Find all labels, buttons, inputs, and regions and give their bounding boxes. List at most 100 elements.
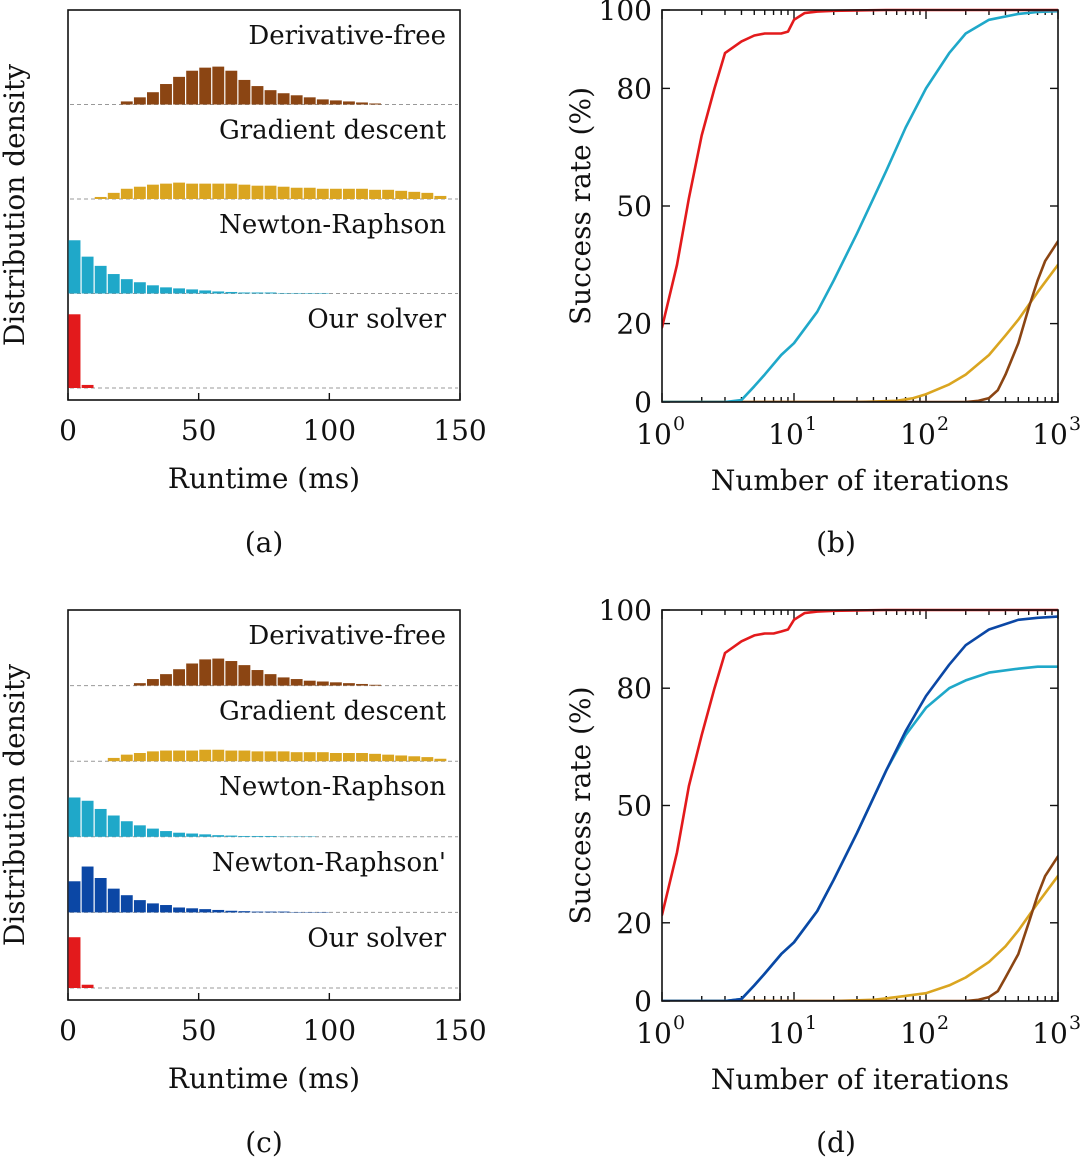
series-label: Newton-Raphson' <box>212 848 446 878</box>
histogram-bar <box>225 183 238 199</box>
histogram-bar <box>251 185 264 199</box>
panel-label: (d) <box>816 1126 856 1159</box>
x-tick-label: 10 <box>768 1017 804 1050</box>
plot-frame <box>67 9 461 401</box>
histogram-bar <box>434 758 447 762</box>
histogram-bar <box>120 101 133 105</box>
histogram-bar <box>264 835 277 837</box>
histogram-bar <box>160 84 172 105</box>
histogram-bar <box>160 183 172 199</box>
series-label: Gradient descent <box>219 116 447 146</box>
histogram-bar <box>199 834 212 837</box>
histogram-bar <box>94 808 107 837</box>
x-tick-label: 10 <box>1032 418 1068 451</box>
histogram-bar <box>251 670 264 686</box>
x-tick-exponent: 0 <box>673 413 685 435</box>
y-tick-label: 50 <box>616 790 652 823</box>
histogram-bar <box>343 683 355 686</box>
histogram-bar <box>107 274 120 294</box>
histogram-bar <box>356 188 368 199</box>
curve-gradient-descent <box>662 263 1058 402</box>
histogram-bar <box>173 907 185 913</box>
histogram-bar <box>186 663 199 686</box>
histogram-bar <box>94 878 107 913</box>
histogram-bar <box>303 187 316 199</box>
histogram-bar <box>316 752 329 762</box>
histogram-bar <box>264 911 277 913</box>
histogram-bar <box>81 984 94 988</box>
histogram-bar <box>120 279 133 294</box>
histogram-bar <box>94 265 107 294</box>
histogram-bar <box>68 240 81 294</box>
series-our-solver: Our solver <box>68 923 458 989</box>
histogram-bar <box>290 95 303 105</box>
histogram-bar <box>395 755 408 762</box>
histogram-bar <box>81 866 94 913</box>
histogram-bar <box>251 292 264 294</box>
histogram-bar <box>329 100 342 105</box>
histogram-bar <box>225 291 238 294</box>
histogram-bar <box>68 314 81 388</box>
histogram-bar <box>225 661 238 686</box>
histogram-bar <box>212 835 225 837</box>
x-tick-label: 0 <box>59 1014 77 1047</box>
x-tick-label: 10 <box>900 1017 936 1050</box>
histogram-bar <box>212 291 225 294</box>
y-tick-label: 20 <box>616 907 652 940</box>
histogram-bar <box>277 677 290 686</box>
histogram-bar <box>264 751 277 762</box>
x-axis-label: Number of iterations <box>711 1063 1009 1096</box>
histogram-bar <box>133 97 146 105</box>
histogram-bar <box>421 757 434 762</box>
histogram-bar <box>251 835 264 837</box>
histogram-bar <box>133 825 146 837</box>
histogram-bar <box>369 103 381 105</box>
series-label: Derivative-free <box>248 621 446 651</box>
histogram-bar <box>133 683 146 686</box>
plot-frame <box>67 609 461 1001</box>
histogram-bar <box>212 66 225 105</box>
histogram-bar <box>225 70 238 105</box>
histogram-bar <box>199 909 212 913</box>
histogram-bar <box>369 753 381 762</box>
x-axis-label: Number of iterations <box>711 464 1009 497</box>
histogram-bar <box>160 287 172 294</box>
histogram-bar <box>316 292 329 294</box>
histogram-bar <box>238 79 251 105</box>
histogram-bar <box>212 183 225 199</box>
x-axis-label: Runtime (ms) <box>168 462 360 495</box>
series-newton-raphson: Newton-Raphson <box>68 772 458 838</box>
histogram-bar <box>369 189 381 199</box>
histogram-bar <box>120 821 133 837</box>
histogram-bar <box>147 92 159 105</box>
curve-our-solver <box>662 608 1058 917</box>
histogram-bar <box>173 832 185 837</box>
histogram-bar <box>251 911 264 913</box>
panel-label: (b) <box>816 526 856 559</box>
curve-newton-raphson <box>662 9 1058 402</box>
x-tick-exponent: 1 <box>805 413 817 435</box>
y-tick-label: 0 <box>634 386 652 419</box>
histogram-bar <box>199 290 212 294</box>
histogram-bar <box>329 188 342 199</box>
histogram-bar <box>107 815 120 837</box>
histogram-bar <box>147 751 159 762</box>
x-tick-exponent: 2 <box>937 1012 949 1034</box>
histogram-bar <box>277 911 290 913</box>
x-axis-label: Runtime (ms) <box>168 1062 360 1095</box>
y-tick-label: 50 <box>616 190 652 223</box>
series-label: Newton-Raphson <box>219 210 446 240</box>
x-tick-label: 0 <box>59 414 77 447</box>
series-newton-raphson: Newton-Raphson <box>68 210 458 294</box>
histogram-bar <box>316 99 329 105</box>
x-tick-exponent: 1 <box>805 1012 817 1034</box>
series-gradient-descent: Gradient descent <box>70 116 458 200</box>
histogram-bar <box>81 800 94 837</box>
histogram-bar <box>277 751 290 762</box>
series-derivative-free: Derivative-free <box>70 621 458 687</box>
histogram-bar <box>160 750 172 762</box>
histogram-bar <box>329 682 342 686</box>
histogram-panel: Derivative-free Gradient descent Newton-Ra… <box>0 609 487 1159</box>
